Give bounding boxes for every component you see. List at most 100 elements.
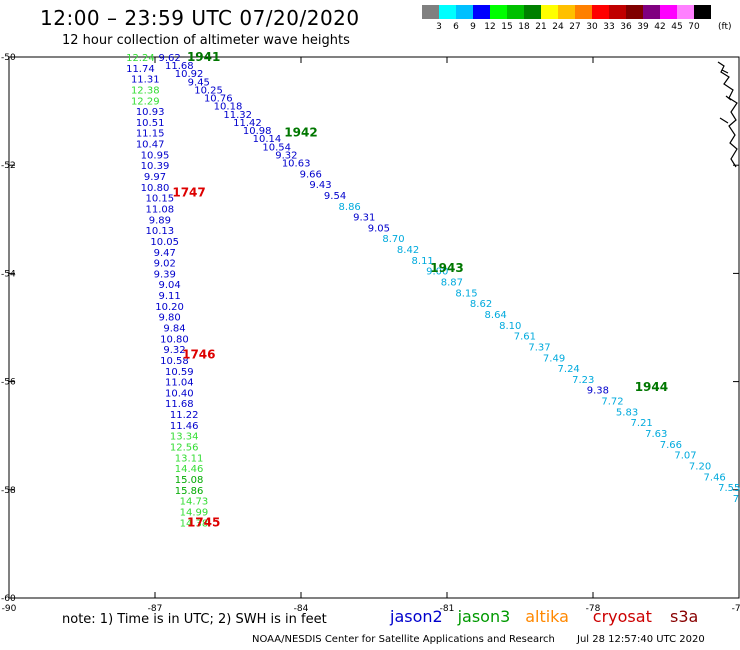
scale-swatch <box>626 5 643 19</box>
wave-height-label: 8.10 <box>499 321 521 332</box>
wave-height-label: 9.80 <box>158 313 180 324</box>
wave-height-label: 11.68 <box>165 61 194 72</box>
mission-cryosat: cryosat <box>592 607 652 626</box>
wave-height-label: 7.23 <box>572 375 594 386</box>
scale-label: 39 <box>637 22 649 32</box>
wave-height-label: 11.04 <box>165 378 194 389</box>
y-tick-label: -56 <box>1 378 16 388</box>
scale-swatch <box>507 5 524 19</box>
wave-height-label: 12.56 <box>170 443 199 454</box>
wave-height-label: 7.37 <box>528 342 550 353</box>
wave-height-label: 9.32 <box>163 345 185 356</box>
wave-height-label: 11.15 <box>136 129 165 140</box>
wave-height-label: 9.45 <box>188 77 210 88</box>
wave-height-label: 10.80 <box>141 183 170 194</box>
scale-swatch <box>541 5 558 19</box>
y-tick-label: -58 <box>1 486 16 496</box>
x-tick-label: -84 <box>294 604 309 614</box>
y-tick-label: -50 <box>1 53 16 63</box>
wave-height-label: 10.92 <box>175 69 204 80</box>
scale-swatch <box>490 5 507 19</box>
scale-label: 36 <box>620 22 632 32</box>
pass-time-label: 1747 <box>172 185 205 199</box>
wave-height-label: 9.47 <box>154 248 176 259</box>
wave-height-label: 7.63 <box>645 429 667 440</box>
wave-height-label: 14.38 <box>180 518 209 529</box>
wave-height-label: 10.59 <box>165 367 194 378</box>
wave-height-label: 7.21 <box>631 418 653 429</box>
wave-height-label: 10.51 <box>136 118 165 129</box>
wave-height-label: 14.99 <box>180 507 209 518</box>
coastline <box>717 61 738 168</box>
wave-height-label: 11.74 <box>126 64 155 75</box>
scale-swatch <box>694 5 711 19</box>
wave-height-label: 7.49 <box>543 353 565 364</box>
mission-altika: altika <box>525 607 569 626</box>
wave-height-label: 10.20 <box>155 302 184 313</box>
y-tick-label: -60 <box>1 594 16 604</box>
wave-height-label: 10.93 <box>136 107 165 118</box>
chart-subtitle: 12 hour collection of altimeter wave hei… <box>62 33 350 48</box>
x-tick-label: -78 <box>586 604 601 614</box>
credit-line: NOAA/NESDIS Center for Satellite Applica… <box>252 634 555 645</box>
scale-label: 21 <box>535 22 547 32</box>
pass-time-label: 1746 <box>182 348 215 362</box>
scale-swatch <box>677 5 694 19</box>
wave-height-label: 9.05 <box>368 223 390 234</box>
wave-height-label: 10.47 <box>136 140 165 151</box>
scale-swatch <box>524 5 541 19</box>
wave-height-label: 10.39 <box>141 161 170 172</box>
scale-swatch <box>609 5 626 19</box>
scale-label: 12 <box>484 22 496 32</box>
y-tick-label: -54 <box>1 269 16 279</box>
scale-swatch <box>422 5 439 19</box>
wave-height-label: 7.07 <box>674 451 696 462</box>
wave-height-label: 9.89 <box>149 215 171 226</box>
wave-height-label: 10.15 <box>146 194 175 205</box>
pass-time-label: 1941 <box>187 50 220 64</box>
x-tick-label: -87 <box>148 604 163 614</box>
scale-label: 6 <box>453 22 459 32</box>
x-tick-label: -81 <box>440 604 455 614</box>
scale-label: 33 <box>603 22 615 32</box>
wave-height-label: 7.24 <box>558 364 580 375</box>
wave-height-label: 14.73 <box>180 497 209 508</box>
mission-jason3: jason3 <box>457 607 511 626</box>
wave-height-label: 9.84 <box>163 324 185 335</box>
wave-height-label: 9.00 <box>426 267 448 278</box>
wave-height-label: 10.14 <box>253 134 282 145</box>
pass-time-label: 1944 <box>635 380 668 394</box>
wave-height-label: 10.40 <box>165 388 194 399</box>
pass-time-label: 1942 <box>284 126 317 140</box>
wave-height-label: 8.70 <box>382 234 404 245</box>
wave-height-label: 11.32 <box>223 110 252 121</box>
wave-height-label: 11.68 <box>165 399 194 410</box>
wave-height-label: 7.20 <box>689 461 711 472</box>
wave-height-label: 13.11 <box>175 453 204 464</box>
scale-swatch <box>456 5 473 19</box>
wave-height-label: 7.55 <box>718 483 740 494</box>
wave-height-label: 10.05 <box>150 237 179 248</box>
wave-height-label: 9.04 <box>158 280 180 291</box>
wave-height-label: 15.08 <box>175 475 204 486</box>
wave-height-label: 10.76 <box>204 94 233 105</box>
wave-height-label: 9.43 <box>309 180 331 191</box>
scale-label: 30 <box>586 22 598 32</box>
wave-height-label: 15.86 <box>175 486 204 497</box>
scale-swatch <box>439 5 456 19</box>
mission-jason2: jason2 <box>390 607 443 626</box>
wave-height-label: 10.54 <box>262 142 291 153</box>
generated-timestamp: Jul 28 12:57:40 UTC 2020 <box>577 634 705 645</box>
scale-label: 3 <box>436 22 442 32</box>
scale-swatch <box>473 5 490 19</box>
wave-height-label: 9.54 <box>324 191 346 202</box>
wave-height-label: 10.18 <box>214 102 243 113</box>
y-tick-label: -52 <box>1 161 16 171</box>
wave-height-label: 8.86 <box>339 202 361 213</box>
wave-height-label: 9.11 <box>158 291 180 302</box>
wave-height-label: 10.98 <box>243 126 272 137</box>
wave-height-label: 12.24 <box>126 53 155 64</box>
scale-swatch <box>592 5 609 19</box>
wave-height-label: 9.02 <box>154 259 176 270</box>
